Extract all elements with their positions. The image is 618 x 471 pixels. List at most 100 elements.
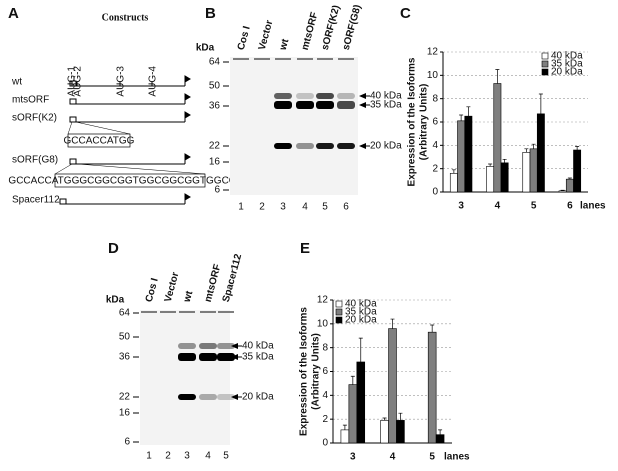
bar	[427, 331, 437, 444]
lane-label: Cos I	[144, 277, 161, 304]
y-tick-label: 10	[427, 70, 439, 81]
blot	[230, 57, 358, 195]
marker-label: 22	[119, 392, 131, 403]
y-tick-label: 6	[322, 366, 328, 377]
panel-label: E	[300, 240, 310, 257]
x-tick-label: 6	[567, 201, 573, 212]
legend-swatch	[541, 60, 549, 68]
error-bar	[495, 69, 500, 84]
band	[296, 93, 314, 99]
band	[296, 143, 314, 149]
construct-name: sORF(G8)	[12, 155, 58, 166]
marker-label: 64	[119, 308, 131, 319]
band	[217, 394, 235, 400]
construct-box	[69, 80, 77, 87]
band-label: 40 kDa	[242, 341, 274, 352]
y-tick-label: 8	[432, 93, 438, 104]
lane-number: 3	[280, 202, 286, 213]
panel-label: C	[400, 5, 411, 22]
band	[178, 353, 196, 361]
band-label: 20 kDa	[370, 141, 402, 152]
y-tick-label: 2	[432, 163, 438, 174]
y-tick-label: 0	[432, 187, 438, 198]
construct-name: sORF(K2)	[12, 113, 57, 124]
bar	[435, 434, 445, 444]
legend-label: 40 kDa	[551, 51, 583, 62]
bar	[573, 149, 582, 193]
bar	[529, 148, 538, 193]
bar	[388, 328, 397, 444]
bar	[500, 162, 509, 193]
band	[199, 343, 217, 349]
y-axis-label: Expression of the Isoforms	[407, 57, 418, 186]
x-axis-label: lanes	[580, 201, 606, 212]
band	[274, 101, 292, 109]
lane-number: 3	[184, 451, 190, 462]
bar	[536, 113, 545, 193]
bar	[464, 115, 473, 193]
error-bar	[560, 189, 565, 191]
bar	[449, 173, 458, 193]
marker-label: 16	[119, 408, 131, 419]
error-bar	[438, 429, 443, 435]
error-bar	[398, 412, 403, 421]
marker-label: 16	[209, 157, 221, 168]
y-axis-label: Expression of the Isoforms	[299, 307, 310, 436]
error-bar	[342, 424, 347, 430]
x-tick-label: 3	[350, 452, 356, 463]
band	[274, 143, 292, 149]
error-bar	[524, 148, 529, 153]
band	[316, 101, 334, 109]
x-tick-label: 4	[390, 452, 396, 463]
legend-swatch	[335, 316, 343, 324]
marker-label: 64	[209, 57, 221, 68]
lane-label: mtsORF	[203, 263, 224, 303]
band-arrow	[359, 102, 366, 108]
error-bar	[531, 143, 536, 149]
error-bar	[459, 114, 464, 121]
construct-name: wt	[11, 77, 22, 88]
lane-number: 1	[146, 451, 152, 462]
band-label: 35 kDa	[370, 100, 402, 111]
bar	[522, 152, 531, 193]
kda-label: kDa	[196, 43, 215, 54]
seq-box	[67, 133, 131, 148]
band	[274, 93, 292, 99]
aug-label: AUG-4	[148, 66, 159, 97]
bar	[457, 120, 466, 193]
lane-label: mtsORF	[300, 11, 321, 51]
marker-label: 36	[209, 101, 221, 112]
error-bar	[358, 337, 363, 362]
band	[337, 93, 355, 99]
band	[316, 143, 334, 149]
band	[316, 93, 334, 99]
marker-label: 6	[214, 185, 220, 196]
y-tick-label: 10	[317, 318, 329, 329]
error-bar	[502, 158, 507, 163]
bar	[356, 361, 366, 444]
sequence: GCCACCATGG	[64, 136, 135, 147]
seq-box	[54, 173, 206, 188]
bar	[486, 166, 495, 193]
aug-label: AUG-1	[67, 66, 78, 97]
marker-label: 6	[124, 437, 130, 448]
zoom-lines	[54, 163, 206, 175]
panel-label: A	[8, 5, 19, 22]
band	[178, 394, 196, 400]
error-bar	[382, 417, 387, 421]
x-tick-label: 4	[495, 201, 501, 212]
band-arrow	[231, 343, 238, 349]
marker-label: 22	[209, 141, 221, 152]
lane-number: 5	[223, 451, 229, 462]
bar	[396, 420, 405, 444]
promoter-flag	[184, 111, 191, 122]
legend-swatch	[335, 300, 343, 308]
error-bar	[466, 106, 471, 117]
legend-label: 35 kDa	[345, 307, 377, 318]
marker-label: 50	[209, 81, 221, 92]
legend-swatch	[541, 68, 549, 76]
y-tick-label: 12	[317, 295, 329, 306]
error-bar	[488, 163, 493, 167]
constructs-title: Constructs	[102, 12, 149, 23]
